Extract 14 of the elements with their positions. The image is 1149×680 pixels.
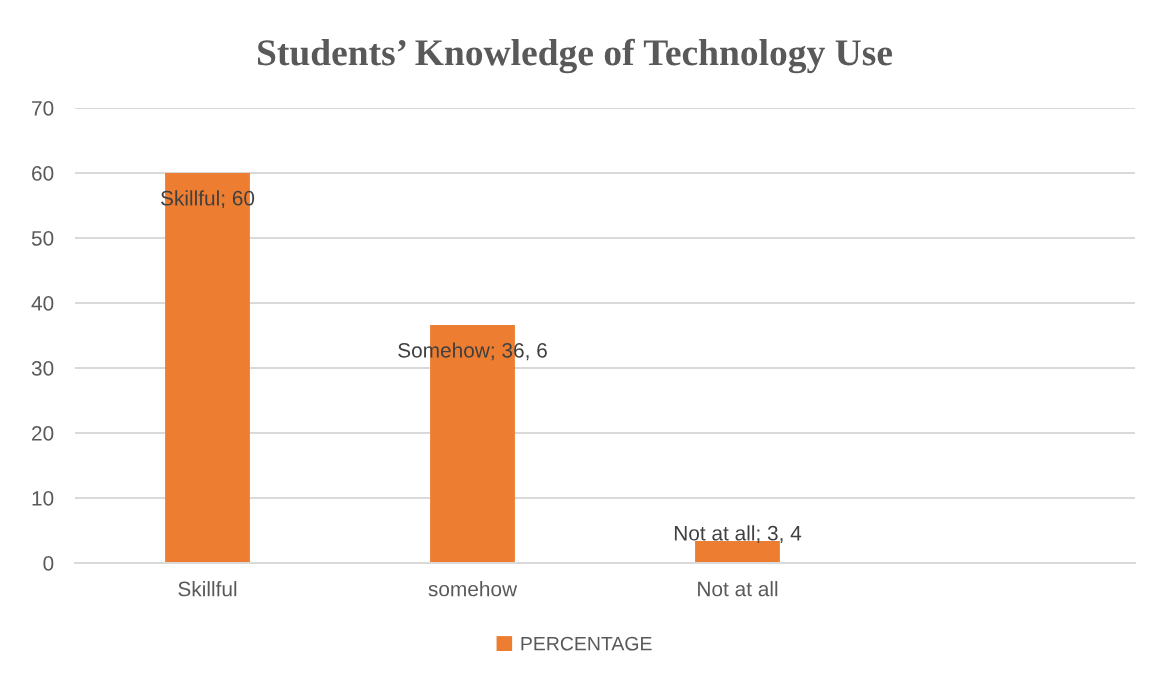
y-tick-label: 40 [31, 296, 54, 311]
x-tick-label: Not at all [698, 581, 778, 597]
x-tick-label: somehow [428, 581, 518, 597]
y-tick-label: 30 [31, 361, 54, 376]
y-tick-label: 0 [43, 556, 54, 571]
data-label: Not at all; 3, 4 [674, 525, 802, 544]
x-tick-label: Skillful [178, 581, 237, 597]
y-tick-label: 70 [32, 101, 54, 116]
legend-label: PERCENTAGE [521, 636, 652, 651]
y-tick-label: 60 [32, 166, 54, 181]
y-tick-label: 20 [32, 426, 54, 441]
y-tick-label: 50 [31, 231, 54, 246]
y-tick-label: 10 [32, 491, 54, 506]
chart-title: Students’ Knowledge of Technology Use [258, 38, 892, 74]
